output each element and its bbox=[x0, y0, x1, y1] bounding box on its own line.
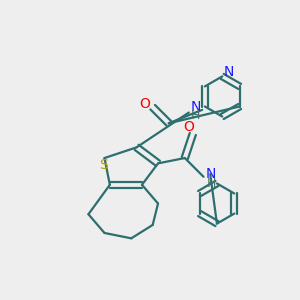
Text: S: S bbox=[99, 158, 107, 172]
Text: N: N bbox=[206, 167, 216, 181]
Text: N: N bbox=[224, 65, 234, 80]
Text: H: H bbox=[191, 109, 200, 122]
Text: H: H bbox=[206, 177, 216, 190]
Text: O: O bbox=[183, 120, 194, 134]
Text: O: O bbox=[139, 98, 150, 112]
Text: N: N bbox=[190, 100, 201, 114]
